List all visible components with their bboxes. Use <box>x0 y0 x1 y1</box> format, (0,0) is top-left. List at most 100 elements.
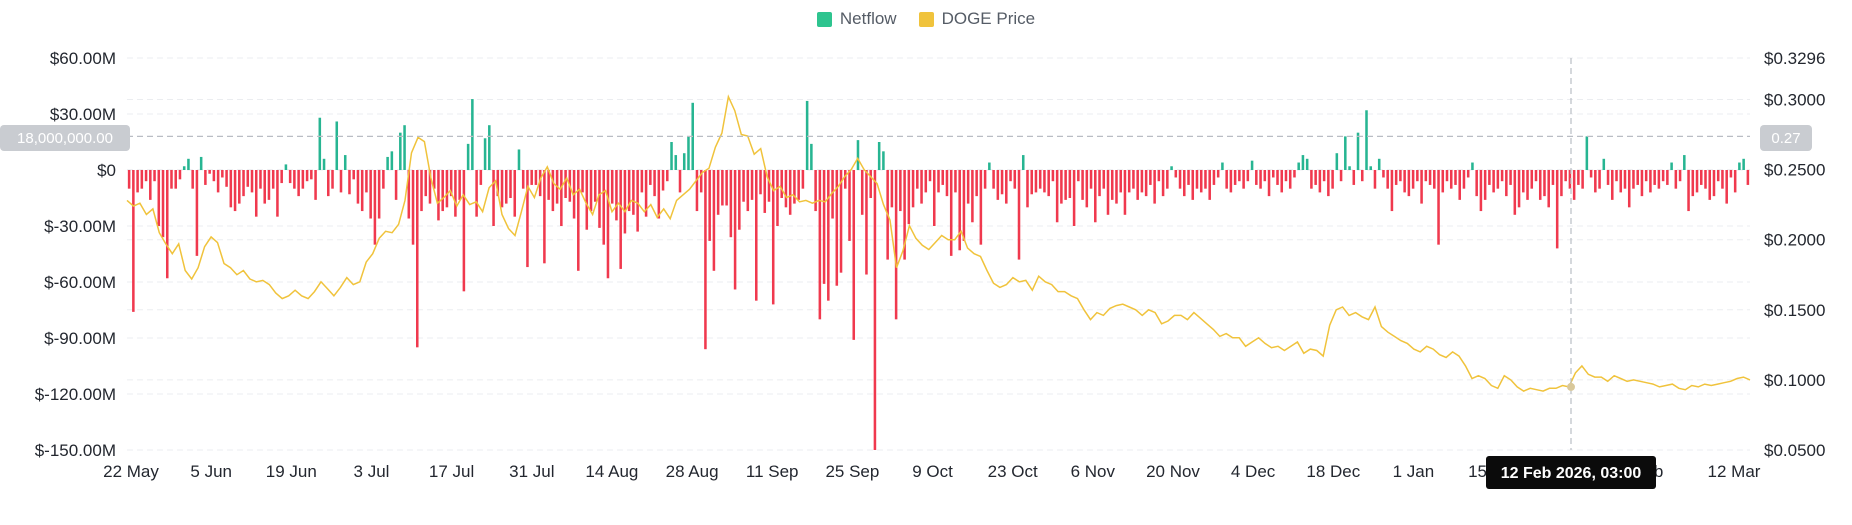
netflow-bar <box>894 170 898 320</box>
x-axis-tick: 9 Oct <box>912 462 953 481</box>
netflow-bar <box>852 170 856 340</box>
netflow-bar <box>1127 170 1131 193</box>
netflow-bar <box>839 170 843 273</box>
netflow-bar <box>1123 170 1127 215</box>
netflow-bar <box>288 170 292 184</box>
netflow-bar <box>983 170 987 189</box>
netflow-bar <box>1666 170 1669 185</box>
netflow-bar <box>432 170 436 189</box>
netflow-bar <box>1644 170 1648 182</box>
netflow-bar <box>373 170 377 245</box>
legend-doge-price[interactable]: DOGE Price <box>918 9 1036 29</box>
crosshair-point <box>1567 382 1575 391</box>
netflow-bar <box>1738 162 1741 170</box>
netflow-bar <box>899 170 902 212</box>
netflow-bar <box>1021 155 1025 170</box>
netflow-bar <box>195 170 199 256</box>
netflow-bar <box>1140 170 1144 193</box>
date-tooltip-text: 12 Feb 2026, 03:00 <box>1501 465 1642 482</box>
netflow-bar <box>1072 170 1076 226</box>
netflow-bar <box>1339 170 1343 182</box>
netflow-bar <box>615 170 618 221</box>
netflow-bar <box>1208 170 1211 200</box>
netflow-bar <box>1513 170 1517 215</box>
left-axis-tick: $0 <box>97 161 116 180</box>
netflow-bar <box>229 170 233 208</box>
x-axis-tick: 22 May <box>103 462 159 481</box>
legend-netflow[interactable]: Netflow <box>816 9 897 29</box>
netflow-bar <box>1288 170 1292 189</box>
netflow-bar <box>1449 170 1453 189</box>
netflow-bar <box>149 170 152 200</box>
netflow-bar <box>767 170 771 202</box>
netflow-bar <box>598 170 601 228</box>
netflow-bar <box>1077 170 1080 182</box>
netflow-bar <box>233 170 237 212</box>
netflow-bar <box>1183 170 1186 197</box>
netflow-bar <box>1204 170 1207 189</box>
netflow-bar <box>1428 170 1432 185</box>
netflow-bar <box>1060 170 1063 204</box>
netflow-bar <box>920 170 923 204</box>
netflow-bar <box>1454 170 1457 185</box>
left-value-text: 18,000,000.00 <box>17 130 113 147</box>
netflow-bar <box>687 136 690 170</box>
netflow-bar <box>174 170 177 189</box>
netflow-bar <box>695 170 699 212</box>
netflow-bar <box>157 170 161 226</box>
netflow-bar <box>1589 170 1593 178</box>
netflow-bar <box>1089 170 1093 189</box>
netflow-bar <box>1199 170 1203 193</box>
netflow-bar <box>564 170 567 198</box>
netflow-bar <box>1038 170 1042 189</box>
netflow-bar <box>441 170 444 212</box>
netflow-bar <box>996 170 1000 200</box>
netflow-bar <box>1615 170 1618 182</box>
netflow-bar <box>488 125 491 170</box>
netflow-bar <box>1594 170 1597 193</box>
netflow-bar <box>1110 170 1114 200</box>
netflow-bar <box>318 117 322 170</box>
netflow-bar <box>759 170 762 195</box>
netflow-bar <box>729 170 733 238</box>
legend-price-label: DOGE Price <box>941 9 1036 28</box>
netflow-bar <box>593 170 597 202</box>
netflow-bar <box>818 170 822 320</box>
netflow-bar <box>1505 170 1508 197</box>
netflow-bar <box>1700 170 1703 185</box>
left-axis-tick: $-60.00M <box>44 273 116 292</box>
netflow-bar <box>733 170 737 290</box>
netflow-bar <box>644 170 648 217</box>
netflow-bar <box>1242 170 1245 189</box>
netflow-bar <box>1543 170 1546 197</box>
netflow-bar <box>1632 170 1635 189</box>
netflow-bar <box>483 138 487 170</box>
netflow-bar <box>1441 170 1445 193</box>
netflow-bar <box>259 170 262 189</box>
netflow-bar <box>1619 170 1623 193</box>
netflow-bar <box>225 170 228 187</box>
right-axis-tick: $0.0500 <box>1764 441 1825 460</box>
netflow-bar <box>454 170 457 217</box>
netflow-bar <box>386 156 389 170</box>
netflow-bar <box>577 170 580 271</box>
netflow-bar <box>1678 170 1682 182</box>
netflow-bar <box>551 170 555 212</box>
netflow-bar <box>242 170 245 197</box>
netflow-bar <box>445 170 449 208</box>
netflow-bar <box>755 170 758 301</box>
netflow-bar <box>1174 170 1178 178</box>
crosshair-overlays: 18,000,000.00 0.27 12 Feb 2026, 03:00 <box>0 125 1812 489</box>
netflow-bar <box>1280 170 1284 193</box>
netflow-bar <box>1657 170 1661 189</box>
netflow-bar <box>369 170 372 219</box>
netflow-bar <box>1568 170 1572 189</box>
netflow-bar <box>814 170 817 212</box>
netflow-bar <box>704 170 707 350</box>
netflow-bar <box>1301 155 1305 170</box>
netflow-bar <box>1170 166 1173 170</box>
netflow-bar <box>1191 170 1195 200</box>
netflow-bar <box>848 170 851 241</box>
netflow-bar <box>1572 170 1576 200</box>
